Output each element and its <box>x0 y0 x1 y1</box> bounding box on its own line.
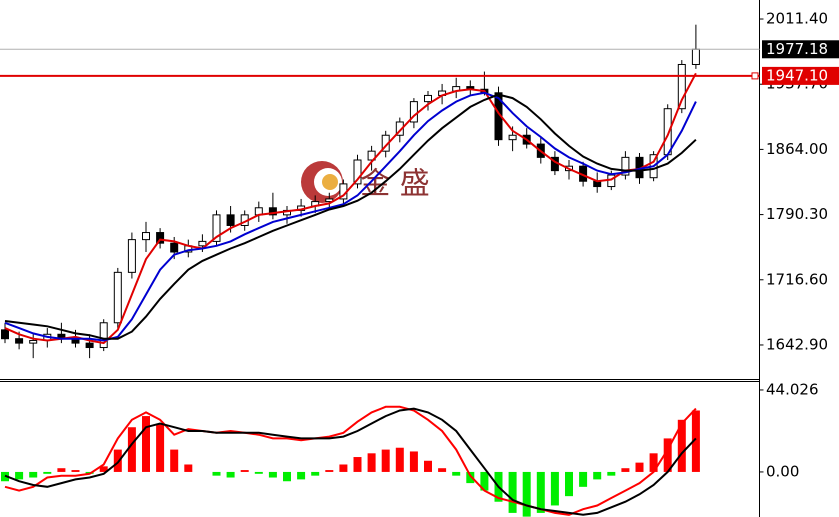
candle-body <box>127 239 136 273</box>
histogram-bar <box>268 471 277 478</box>
histogram-bar <box>170 449 179 472</box>
histogram-bar <box>635 462 644 472</box>
y-tick-label: 1716.60 <box>766 270 828 288</box>
histogram-bar <box>367 453 376 472</box>
candle-body <box>395 121 404 136</box>
level-marker <box>751 72 759 80</box>
y-tick-label: 1642.90 <box>766 335 828 353</box>
histogram-bar <box>565 471 573 497</box>
y-tick-label: 1790.30 <box>766 205 828 223</box>
candle-body <box>325 198 334 203</box>
histogram-bar <box>607 471 616 476</box>
histogram-bar <box>113 449 122 472</box>
histogram-bar <box>184 464 193 472</box>
histogram-bar <box>240 470 249 472</box>
histogram-bar <box>71 470 80 472</box>
candle-body <box>367 150 376 161</box>
histogram-bar <box>536 471 545 513</box>
candle-body <box>113 271 122 324</box>
histogram-bar <box>621 468 630 472</box>
candle-body <box>353 159 362 185</box>
candle-body <box>15 338 24 344</box>
histogram-bar <box>677 419 686 472</box>
histogram-bar <box>29 471 38 478</box>
macd-line <box>4 407 697 516</box>
histogram-bar <box>522 471 531 517</box>
candle-body <box>677 63 686 110</box>
moving-average <box>4 72 697 345</box>
histogram-bar <box>254 471 263 474</box>
histogram-bar <box>15 471 24 480</box>
level-box <box>762 66 839 85</box>
candle-body <box>268 207 277 216</box>
histogram-bar <box>409 451 418 472</box>
candle-body <box>99 322 108 349</box>
current-price-label: 1977.18 <box>766 40 828 58</box>
histogram-bar <box>452 471 461 476</box>
logo <box>301 161 343 203</box>
histogram-bar <box>297 471 306 480</box>
moving-average <box>4 93 697 340</box>
y-tick-label: 44.026 <box>766 380 819 398</box>
y-tick-label: 0.00 <box>766 462 799 480</box>
histogram-bar <box>127 427 136 472</box>
logo-circle <box>322 174 338 190</box>
y-tick-label: 1864.00 <box>766 140 828 158</box>
current-price-box <box>762 40 839 59</box>
histogram-bar <box>43 471 52 474</box>
candle-body <box>226 214 235 226</box>
histogram-bar <box>593 471 602 480</box>
candle-body <box>424 94 432 103</box>
histogram-bar <box>226 471 235 478</box>
candle-body <box>85 342 94 349</box>
histogram-bar <box>508 471 517 513</box>
histogram-bar <box>663 438 672 472</box>
candle-body <box>212 214 221 242</box>
histogram-bar <box>691 410 700 472</box>
watermark: 金 盛 <box>360 167 430 202</box>
histogram-bar <box>57 468 66 472</box>
candle-body <box>508 134 517 141</box>
histogram-bar <box>480 471 489 491</box>
histogram-bar <box>142 416 150 472</box>
histogram-bar <box>283 471 291 482</box>
candle-body <box>621 156 630 176</box>
histogram-bar <box>579 471 588 487</box>
histogram-bar <box>339 464 348 472</box>
histogram-bar <box>438 468 447 472</box>
candle-body <box>156 232 165 244</box>
candle-body <box>142 232 150 241</box>
macd-line <box>4 405 697 516</box>
moving-average <box>4 91 697 342</box>
candle-body <box>1 329 9 340</box>
histogram-bar <box>353 457 362 472</box>
candle-body <box>170 242 179 253</box>
candle-body <box>691 48 700 65</box>
level-label: 1947.10 <box>766 66 828 84</box>
histogram-bar <box>381 449 390 472</box>
y-tick-label: 2011.40 <box>766 10 828 28</box>
histogram-bar <box>395 447 404 472</box>
histogram-bar <box>212 471 221 476</box>
histogram-bar <box>156 423 165 472</box>
candle-body <box>29 339 38 344</box>
histogram-bar <box>466 471 475 484</box>
histogram-bar <box>424 460 432 472</box>
histogram-bar <box>325 470 334 472</box>
histogram-bar <box>649 453 658 472</box>
histogram-bar <box>99 466 108 472</box>
candle-body <box>198 240 207 247</box>
histogram-bar <box>550 471 559 506</box>
histogram-bar <box>311 471 320 476</box>
